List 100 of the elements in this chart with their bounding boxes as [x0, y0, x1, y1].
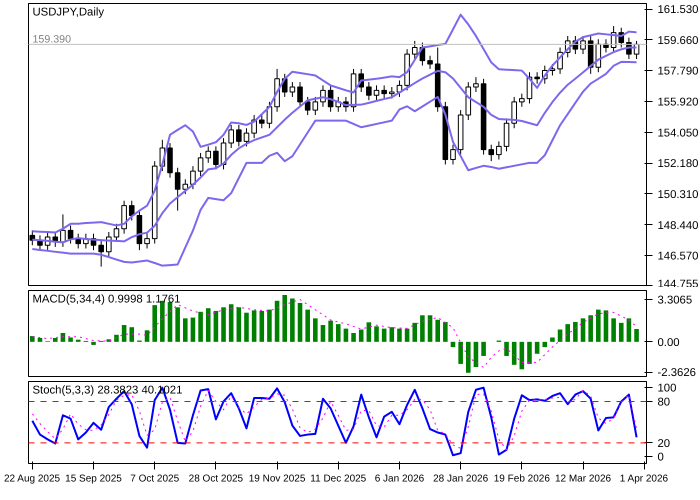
bar: [474, 342, 478, 367]
bar: [573, 322, 578, 342]
candlestick: [504, 118, 510, 152]
y-tick-label: 0: [658, 452, 664, 464]
x-tick-label: 28 Oct 2025: [188, 474, 244, 484]
candlestick: [290, 82, 296, 98]
bar: [558, 330, 562, 342]
candlestick: [213, 146, 219, 170]
bar: [366, 322, 372, 342]
bar: [129, 327, 134, 342]
bar: [351, 332, 356, 342]
bar: [450, 342, 456, 348]
bar: [168, 302, 172, 342]
bar: [183, 318, 188, 342]
candlestick: [128, 200, 135, 221]
x-tick-label: 11 Dec 2025: [310, 474, 367, 484]
bar: [114, 334, 119, 342]
bar: [313, 318, 318, 342]
y-tick-label: 148.440: [658, 220, 698, 232]
chart-title: USDJPY,Daily: [32, 6, 104, 18]
bar: [298, 302, 302, 342]
candlestick: [144, 232, 150, 250]
candlestick: [244, 128, 250, 147]
bar: [228, 304, 234, 342]
x-tick-label: 15 Sep 2025: [65, 474, 122, 484]
candlestick: [389, 86, 395, 100]
candlestick: [526, 72, 532, 104]
bar: [206, 308, 211, 342]
bar: [527, 342, 532, 364]
bar: [259, 310, 264, 342]
candlestick: [450, 144, 456, 165]
bar: [38, 338, 42, 342]
y-tick-label: -2.3626: [658, 367, 696, 380]
bar: [122, 325, 126, 342]
bar: [443, 322, 448, 342]
y-tick-label: 155.920: [658, 96, 698, 109]
bar: [198, 312, 203, 342]
bar: [328, 320, 333, 342]
y-tick-label: 150.310: [658, 188, 698, 201]
bar: [60, 332, 66, 342]
x-tick-label: 12 Mar 2026: [554, 474, 612, 484]
bar: [358, 330, 364, 342]
y-tick-label: 146.570: [658, 250, 698, 263]
bar: [68, 337, 73, 342]
bar: [412, 322, 418, 342]
y-tick-label: 159.660: [658, 34, 698, 47]
x-tick-label: 28 Jan 2026: [433, 474, 489, 484]
bar: [435, 320, 440, 342]
bar: [588, 315, 593, 342]
candlestick: [297, 82, 303, 108]
bar: [404, 328, 410, 342]
bar: [236, 307, 242, 342]
candlestick: [98, 240, 104, 268]
candlestick: [174, 167, 180, 212]
candlestick: [496, 140, 502, 160]
bar: [175, 307, 180, 342]
candlestick: [228, 124, 234, 148]
ref-line-label: 159.390: [32, 33, 72, 46]
bar: [91, 342, 96, 345]
candlestick: [519, 93, 525, 108]
candlestick: [488, 144, 494, 162]
candlestick: [205, 146, 212, 164]
candlestick: [236, 124, 242, 147]
bar: [520, 342, 524, 370]
bar: [580, 318, 586, 342]
bar: [152, 305, 157, 342]
bar: [458, 342, 463, 364]
candlestick: [366, 82, 372, 101]
bar: [542, 342, 548, 348]
y-tick-label: 0.00: [658, 336, 680, 349]
bar: [382, 328, 386, 342]
candlestick: [381, 84, 387, 100]
x-tick-label: 6 Jan 2026: [374, 474, 425, 484]
bar: [618, 322, 624, 342]
y-tick-label: 20: [658, 438, 670, 450]
y-tick-label: 80: [658, 396, 670, 408]
y-tick-label: 154.050: [658, 127, 698, 140]
bar: [466, 342, 471, 373]
bar: [305, 310, 310, 342]
bar: [52, 338, 58, 342]
candlestick: [312, 96, 318, 116]
bar: [290, 298, 295, 342]
bar: [221, 307, 226, 342]
y-tick-label: 161.530: [658, 4, 698, 16]
candlestick: [427, 55, 433, 70]
candlestick: [534, 72, 540, 84]
bar: [344, 328, 348, 342]
bar: [190, 318, 196, 342]
candlestick: [304, 96, 310, 116]
bar: [626, 318, 632, 342]
candlestick: [190, 166, 196, 190]
line-series: [31, 60, 638, 267]
bar: [611, 318, 616, 342]
bar: [320, 325, 326, 342]
bar: [420, 315, 425, 342]
bar: [550, 337, 555, 342]
candlestick: [412, 40, 418, 60]
x-tick-label: 19 Nov 2025: [248, 474, 306, 484]
chart-title: MACD(5,34,4) 0.9998 1.1761: [32, 294, 180, 306]
y-tick-label: 100: [658, 382, 676, 395]
